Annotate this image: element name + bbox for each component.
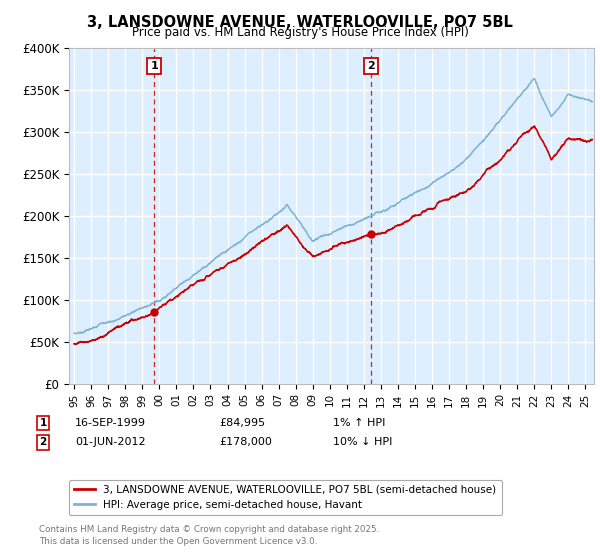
Text: 16-SEP-1999: 16-SEP-1999: [75, 418, 146, 428]
Text: £84,995: £84,995: [219, 418, 265, 428]
Text: 1% ↑ HPI: 1% ↑ HPI: [333, 418, 385, 428]
Legend: 3, LANSDOWNE AVENUE, WATERLOOVILLE, PO7 5BL (semi-detached house), HPI: Average : 3, LANSDOWNE AVENUE, WATERLOOVILLE, PO7 …: [69, 479, 502, 515]
Text: £178,000: £178,000: [219, 437, 272, 447]
Text: 2: 2: [367, 61, 375, 71]
Text: 2: 2: [40, 437, 47, 447]
Text: Contains HM Land Registry data © Crown copyright and database right 2025.
This d: Contains HM Land Registry data © Crown c…: [39, 525, 379, 546]
Text: 3, LANSDOWNE AVENUE, WATERLOOVILLE, PO7 5BL: 3, LANSDOWNE AVENUE, WATERLOOVILLE, PO7 …: [87, 15, 513, 30]
Text: 1: 1: [151, 61, 158, 71]
Text: Price paid vs. HM Land Registry's House Price Index (HPI): Price paid vs. HM Land Registry's House …: [131, 26, 469, 39]
Text: 1: 1: [40, 418, 47, 428]
Text: 10% ↓ HPI: 10% ↓ HPI: [333, 437, 392, 447]
Text: 01-JUN-2012: 01-JUN-2012: [75, 437, 146, 447]
